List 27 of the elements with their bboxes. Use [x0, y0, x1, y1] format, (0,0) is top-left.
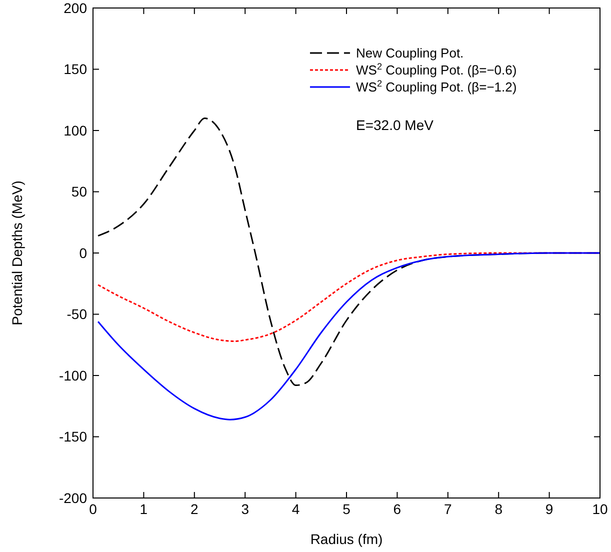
legend-label: New Coupling Pot. [356, 46, 464, 61]
x-tick-label: 4 [292, 501, 300, 517]
legend-label: WS$^{2}$ Coupling Pot. (β=−1.2) [356, 78, 517, 95]
x-tick-label: 9 [545, 501, 554, 517]
x-tick-label: 2 [190, 501, 198, 517]
y-tick-label: 0 [79, 244, 88, 261]
y-tick-label: -50 [66, 306, 88, 322]
line-series [97, 252, 601, 420]
y-tick-label: -200 [58, 490, 88, 506]
legend-label: WS$^{2}$ Coupling Pot. (β=−0.6) [356, 62, 517, 78]
x-axis-title: Radius (fm) [310, 531, 383, 547]
y-tick-label: 50 [71, 184, 88, 200]
x-tick-label: 10 [592, 501, 608, 517]
x-tick-label: 8 [494, 501, 503, 517]
y-tick-label: 150 [64, 61, 88, 78]
y-tick-label: -150 [58, 428, 88, 445]
y-axis-title: Potential Depths (MeV) [9, 180, 25, 326]
y-tick-label: -100 [58, 367, 88, 384]
x-tick-label: 1 [140, 501, 148, 517]
x-tick-label: 0 [89, 501, 98, 517]
x-tick-label: 3 [241, 501, 250, 517]
annotation: E=32.0 MeV [356, 117, 434, 133]
x-tick-label: 5 [342, 501, 351, 517]
x-tick-label: 7 [444, 501, 452, 517]
y-tick-label: 100 [64, 122, 88, 138]
y-tick-label: 200 [64, 0, 88, 16]
x-tick-label: 6 [393, 501, 402, 517]
